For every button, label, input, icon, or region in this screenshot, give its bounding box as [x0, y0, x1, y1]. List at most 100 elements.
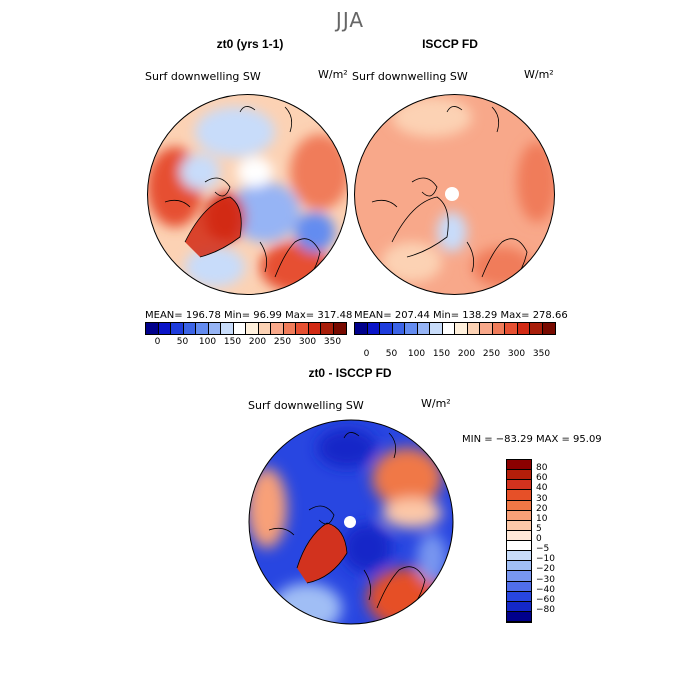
colorbar-tick-label: 40	[536, 483, 548, 494]
colorbar-swatch	[507, 591, 531, 602]
colorbar-swatch	[507, 480, 531, 491]
colorbar-tick-label: 80	[536, 463, 548, 474]
colorbar-swatch	[283, 323, 296, 334]
colorbar-swatch	[321, 323, 334, 334]
panel3-units: W/m²	[421, 397, 451, 410]
colorbar-swatch	[507, 601, 531, 612]
panel3-stats: MIN = −83.29 MAX = 95.09	[462, 434, 602, 445]
colorbar-swatch	[171, 323, 184, 334]
colorbar-tick-label: −5	[536, 544, 550, 555]
panel2-units: W/m²	[524, 68, 554, 81]
panel2-stats: MEAN= 207.44 Min= 138.29 Max= 278.66	[354, 310, 568, 321]
panel1-variable: Surf downwelling SW	[145, 70, 261, 83]
colorbar-swatch	[367, 323, 380, 334]
colorbar-swatch	[507, 520, 531, 531]
colorbar-swatch	[455, 323, 468, 334]
colorbar-swatch	[492, 323, 505, 334]
colorbar-swatch	[517, 323, 530, 334]
colorbar-tick-label: −30	[536, 574, 555, 585]
colorbar-swatch	[507, 530, 531, 541]
panel1-stats: MEAN= 196.78 Min= 96.99 Max= 317.48	[145, 310, 353, 321]
colorbar-tick-label: 50	[385, 349, 398, 359]
colorbar-swatch	[507, 500, 531, 511]
colorbar-swatch	[405, 323, 418, 334]
colorbar-tick-label: 20	[536, 503, 548, 514]
colorbar-tick-label: 50	[176, 337, 189, 347]
colorbar-tick-label: 10	[536, 513, 548, 524]
colorbar-swatch	[467, 323, 480, 334]
colorbar-swatch	[430, 323, 443, 334]
colorbar-swatch	[296, 323, 309, 334]
colorbar-tick-label: 250	[482, 349, 501, 359]
season-title: JJA	[335, 8, 365, 32]
colorbar-swatch	[308, 323, 321, 334]
colorbar-swatch	[507, 581, 531, 592]
panel2-colorbar-labels: 0 50 100 150 200 250 300 350	[354, 349, 554, 361]
colorbar-swatch	[258, 323, 271, 334]
colorbar-swatch	[507, 470, 531, 481]
colorbar-swatch	[196, 323, 209, 334]
colorbar-swatch	[146, 323, 159, 334]
colorbar-tick-label: 0	[536, 534, 542, 544]
panel2-variable: Surf downwelling SW	[352, 70, 468, 83]
colorbar-tick-label: 30	[536, 493, 548, 504]
colorbar-swatch	[233, 323, 246, 334]
colorbar-tick-label: 0	[363, 349, 370, 359]
panel2-polar-map	[354, 94, 555, 295]
colorbar-tick-label: 0	[154, 337, 161, 347]
colorbar-tick-label: 250	[273, 337, 292, 347]
colorbar-swatch	[221, 323, 234, 334]
panel2-title: ISCCP FD	[422, 37, 478, 51]
panel1-units: W/m²	[318, 68, 348, 81]
colorbar-tick-label: −10	[536, 554, 555, 565]
colorbar-tick-label: 100	[407, 349, 426, 359]
colorbar-tick-label: 150	[432, 349, 451, 359]
colorbar-swatch	[246, 323, 259, 334]
colorbar-swatch	[507, 551, 531, 562]
colorbar-swatch	[505, 323, 518, 334]
colorbar-swatch	[507, 510, 531, 521]
colorbar-swatch	[208, 323, 221, 334]
colorbar-swatch	[507, 561, 531, 572]
colorbar-tick-label: 60	[536, 473, 548, 484]
colorbar-swatch	[442, 323, 455, 334]
colorbar-tick-label: −40	[536, 584, 555, 595]
panel3-colorbar	[506, 459, 532, 623]
colorbar-swatch	[530, 323, 543, 334]
colorbar-swatch	[392, 323, 405, 334]
colorbar-tick-label: 350	[323, 337, 342, 347]
panel3-title: zt0 - ISCCP FD	[308, 366, 392, 380]
panel3-variable: Surf downwelling SW	[248, 399, 364, 412]
colorbar-tick-label: 200	[457, 349, 476, 359]
colorbar-swatch	[480, 323, 493, 334]
colorbar-tick-label: −20	[536, 564, 555, 575]
colorbar-swatch	[333, 323, 346, 334]
colorbar-tick-label: 200	[248, 337, 267, 347]
colorbar-swatch	[542, 323, 555, 334]
panel2-colorbar	[354, 322, 556, 335]
colorbar-swatch	[417, 323, 430, 334]
colorbar-tick-label: −80	[536, 604, 555, 615]
colorbar-tick-label: 150	[223, 337, 242, 347]
colorbar-tick-label: 300	[298, 337, 317, 347]
colorbar-swatch	[271, 323, 284, 334]
panel1-colorbar-labels: 0 50 100 150 200 250 300 350	[145, 337, 345, 349]
colorbar-tick-label: −60	[536, 594, 555, 605]
colorbar-tick-label: 300	[507, 349, 526, 359]
panel1-polar-map	[147, 94, 348, 295]
colorbar-tick-label: 350	[532, 349, 551, 359]
colorbar-tick-label: 100	[198, 337, 217, 347]
colorbar-swatch	[158, 323, 171, 334]
colorbar-swatch	[507, 571, 531, 582]
colorbar-swatch	[507, 611, 531, 622]
panel3-polar-map	[248, 419, 454, 625]
colorbar-swatch	[380, 323, 393, 334]
colorbar-swatch	[507, 460, 531, 471]
colorbar-swatch	[183, 323, 196, 334]
colorbar-swatch	[507, 490, 531, 501]
panel1-title: zt0 (yrs 1-1)	[216, 37, 284, 51]
colorbar-swatch	[507, 541, 531, 552]
colorbar-tick-label: 5	[536, 523, 542, 534]
panel1-colorbar	[145, 322, 347, 335]
colorbar-swatch	[355, 323, 368, 334]
